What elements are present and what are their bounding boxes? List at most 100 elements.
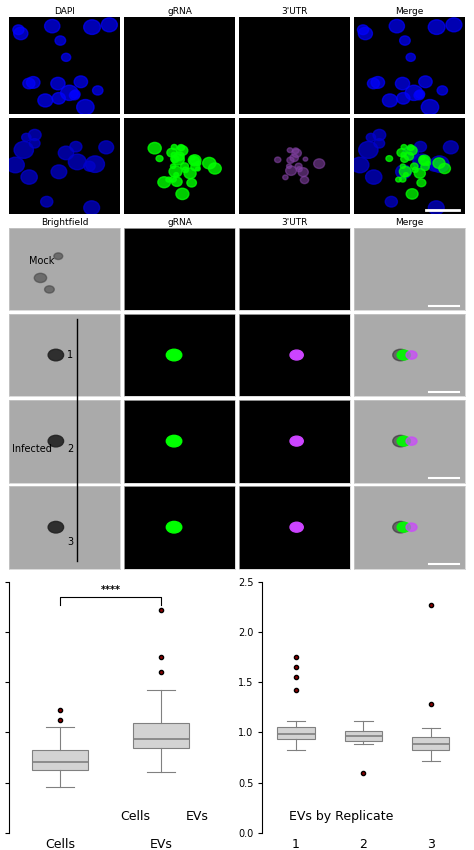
Circle shape xyxy=(439,163,450,173)
Circle shape xyxy=(414,141,427,152)
Circle shape xyxy=(419,156,430,166)
Circle shape xyxy=(274,157,281,162)
Circle shape xyxy=(386,156,392,162)
Circle shape xyxy=(393,349,408,361)
Text: 2: 2 xyxy=(67,444,73,454)
Text: EVs: EVs xyxy=(185,810,208,824)
Circle shape xyxy=(403,146,419,160)
Circle shape xyxy=(286,166,296,175)
Circle shape xyxy=(430,156,449,173)
Circle shape xyxy=(296,167,302,172)
Circle shape xyxy=(407,146,417,155)
Circle shape xyxy=(48,435,64,447)
Circle shape xyxy=(170,177,176,182)
Circle shape xyxy=(406,523,417,531)
Circle shape xyxy=(171,164,176,168)
Text: A: A xyxy=(9,23,25,42)
Circle shape xyxy=(396,165,411,178)
Text: Infected: Infected xyxy=(12,444,52,454)
Circle shape xyxy=(196,162,201,166)
Circle shape xyxy=(84,20,100,35)
Circle shape xyxy=(77,99,94,115)
Circle shape xyxy=(181,163,189,170)
Text: Cells: Cells xyxy=(120,810,150,824)
Circle shape xyxy=(7,157,24,173)
Title: 3'UTR: 3'UTR xyxy=(281,7,308,16)
Circle shape xyxy=(187,178,196,187)
Circle shape xyxy=(188,155,201,166)
Text: C: C xyxy=(9,584,24,604)
Circle shape xyxy=(393,521,408,533)
Circle shape xyxy=(397,149,406,156)
Text: Mock: Mock xyxy=(29,256,55,266)
Circle shape xyxy=(38,94,53,107)
Circle shape xyxy=(290,350,303,360)
Circle shape xyxy=(426,162,430,166)
Title: Merge: Merge xyxy=(395,7,423,16)
Circle shape xyxy=(156,156,163,162)
PathPatch shape xyxy=(412,737,449,750)
Circle shape xyxy=(290,522,303,532)
Circle shape xyxy=(428,162,440,171)
Circle shape xyxy=(74,76,88,88)
Circle shape xyxy=(68,154,86,170)
Title: 3'UTR: 3'UTR xyxy=(281,218,308,227)
Circle shape xyxy=(171,152,176,157)
Circle shape xyxy=(396,177,401,182)
Circle shape xyxy=(446,18,462,31)
Circle shape xyxy=(404,152,413,161)
Circle shape xyxy=(371,76,384,88)
Circle shape xyxy=(166,521,182,533)
Circle shape xyxy=(295,163,302,169)
Circle shape xyxy=(51,77,65,90)
PathPatch shape xyxy=(32,751,88,770)
Circle shape xyxy=(406,189,418,199)
Circle shape xyxy=(84,162,95,171)
Circle shape xyxy=(357,25,369,35)
Circle shape xyxy=(407,144,414,150)
Circle shape xyxy=(191,156,195,160)
Circle shape xyxy=(196,167,200,171)
Circle shape xyxy=(389,20,404,33)
Circle shape xyxy=(101,18,117,31)
Circle shape xyxy=(184,168,196,178)
Circle shape xyxy=(14,27,28,40)
Circle shape xyxy=(86,156,104,173)
Circle shape xyxy=(359,141,378,158)
Circle shape xyxy=(433,158,445,168)
Circle shape xyxy=(358,27,373,40)
Circle shape xyxy=(22,133,31,141)
Circle shape xyxy=(428,201,444,215)
Circle shape xyxy=(413,154,431,170)
Title: gRNA: gRNA xyxy=(167,7,192,16)
Text: EVs by Replicate: EVs by Replicate xyxy=(289,810,393,824)
Circle shape xyxy=(48,349,64,361)
Circle shape xyxy=(437,86,447,95)
Text: ****: **** xyxy=(100,585,120,595)
Circle shape xyxy=(84,201,100,215)
Text: 3: 3 xyxy=(67,537,73,547)
Circle shape xyxy=(171,156,179,162)
Circle shape xyxy=(283,175,288,179)
Circle shape xyxy=(366,133,375,141)
Circle shape xyxy=(400,36,410,45)
PathPatch shape xyxy=(277,727,315,740)
Circle shape xyxy=(45,20,60,33)
Title: gRNA: gRNA xyxy=(167,218,192,227)
Circle shape xyxy=(290,436,303,446)
Text: 1: 1 xyxy=(67,350,73,360)
Circle shape xyxy=(301,177,309,184)
Circle shape xyxy=(385,196,397,207)
Circle shape xyxy=(209,163,221,174)
Circle shape xyxy=(41,196,53,207)
Title: Merge: Merge xyxy=(395,218,423,227)
Circle shape xyxy=(406,54,415,61)
Circle shape xyxy=(314,159,325,168)
Circle shape xyxy=(169,166,182,178)
Circle shape xyxy=(171,144,177,150)
Circle shape xyxy=(401,156,409,162)
Circle shape xyxy=(166,177,172,182)
Circle shape xyxy=(29,139,40,148)
Circle shape xyxy=(287,148,293,153)
Circle shape xyxy=(367,78,380,88)
